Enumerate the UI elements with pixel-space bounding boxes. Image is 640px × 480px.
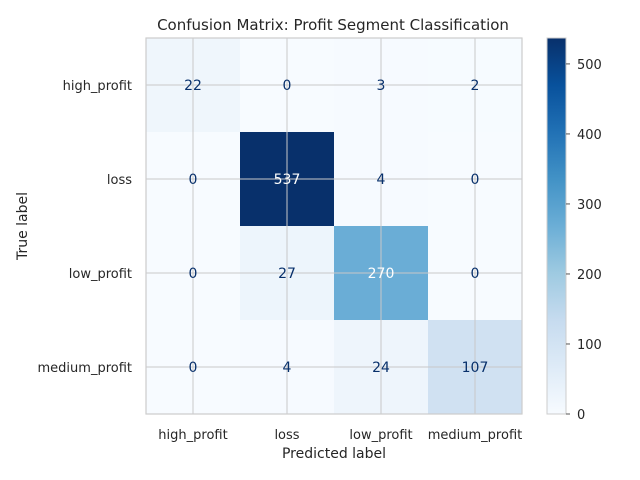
x-tick-label: high_profit xyxy=(158,428,227,443)
cell-value-label: 27 xyxy=(278,266,296,282)
cell-value-label: 3 xyxy=(377,78,386,94)
chart-title: Confusion Matrix: Profit Segment Classif… xyxy=(157,16,509,34)
colorbar-tick-label: 400 xyxy=(577,128,602,143)
cell-value-label: 0 xyxy=(471,172,480,188)
x-tick-label: low_profit xyxy=(349,428,412,443)
colorbar-tick-label: 300 xyxy=(577,198,602,213)
heatmap-cells xyxy=(146,38,522,414)
y-tick-label: medium_profit xyxy=(38,361,132,376)
cell-value-label: 0 xyxy=(283,78,292,94)
cell-value-label: 4 xyxy=(377,172,386,188)
cell-value-label: 0 xyxy=(189,360,198,376)
x-tick-label: medium_profit xyxy=(428,428,522,443)
y-tick-label: high_profit xyxy=(63,79,132,94)
colorbar-tick-label: 200 xyxy=(577,268,602,283)
cell-value-label: 0 xyxy=(471,266,480,282)
cell-value-label: 0 xyxy=(189,172,198,188)
cell-value-label: 24 xyxy=(372,360,390,376)
cell-value-label: 22 xyxy=(184,78,202,94)
x-tick-labels: high_profit loss low_profit medium_profit xyxy=(158,428,522,443)
colorbar xyxy=(546,37,567,415)
cell-value-label: 537 xyxy=(274,172,301,188)
cell-labels: 22 0 3 2 0 537 4 0 0 27 270 0 0 4 24 107 xyxy=(184,78,488,376)
x-axis-label: Predicted label xyxy=(282,446,386,462)
y-tick-label: loss xyxy=(107,173,132,188)
cell-value-label: 107 xyxy=(462,360,489,376)
colorbar-tick-label: 0 xyxy=(577,408,585,423)
plot-frame xyxy=(145,37,523,415)
x-tick-label: loss xyxy=(274,428,299,443)
cell-value-label: 2 xyxy=(471,78,480,94)
colorbar-tick-label: 100 xyxy=(577,338,602,353)
y-tick-label: low_profit xyxy=(69,267,132,282)
heatmap-grid xyxy=(146,38,522,414)
colorbar-tick-label: 500 xyxy=(577,58,602,73)
cell-value-label: 4 xyxy=(283,360,292,376)
colorbar-ticks: 0 100 200 300 400 500 xyxy=(566,58,602,423)
cell-value-label: 270 xyxy=(368,266,395,282)
y-axis-label: True label xyxy=(15,192,31,261)
cell-value-label: 0 xyxy=(189,266,198,282)
